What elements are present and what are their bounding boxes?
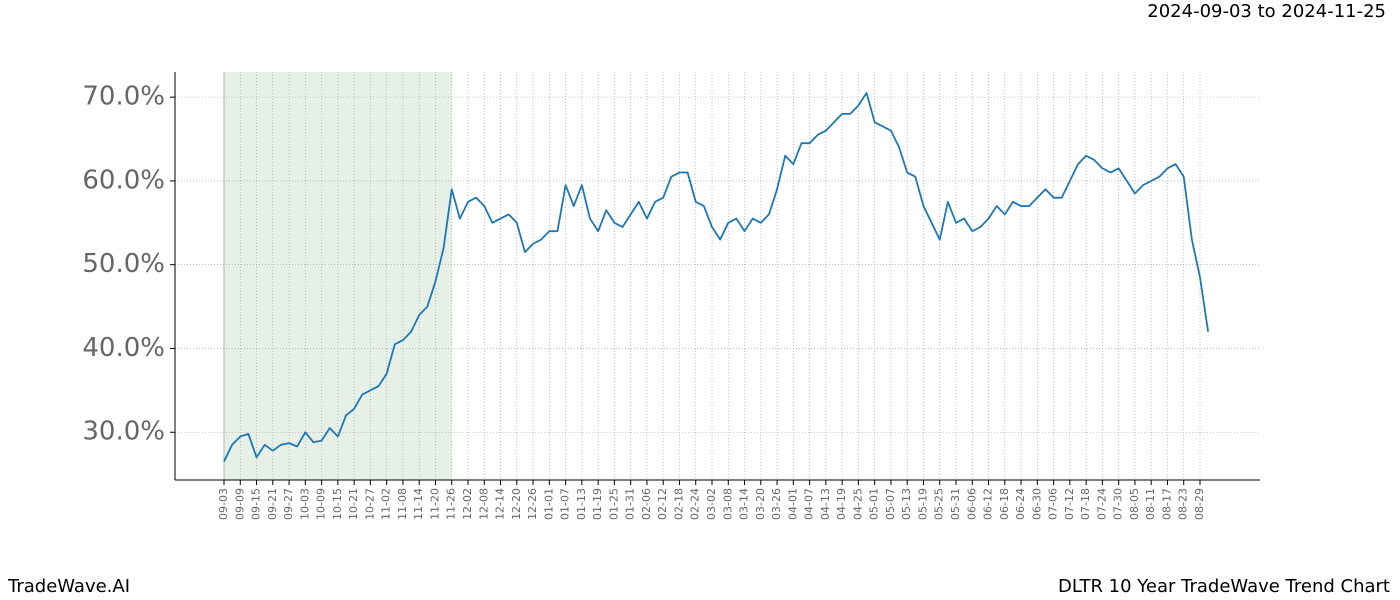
x-tick-label: 11-02: [380, 488, 393, 520]
x-tick-label: 01-01: [542, 488, 555, 520]
x-tick-label: 12-20: [510, 488, 523, 520]
y-tick-label: 30.0%: [82, 417, 165, 447]
x-tick-label: 10-03: [298, 488, 311, 520]
x-tick-label: 01-31: [624, 488, 637, 520]
x-tick-label: 04-19: [835, 488, 848, 520]
x-tick-label: 07-24: [1095, 488, 1108, 520]
brand: TradeWave.AI: [7, 576, 130, 597]
x-tick-label: 03-26: [770, 488, 783, 520]
x-tick-label: 03-08: [721, 488, 734, 520]
x-tick-label: 01-13: [575, 488, 588, 520]
x-tick-label: 12-14: [494, 488, 507, 520]
y-tick-label: 50.0%: [82, 249, 165, 279]
y-tick-label: 70.0%: [82, 82, 165, 112]
x-tick-label: 04-01: [786, 488, 799, 520]
x-tick-label: 06-12: [982, 488, 995, 520]
x-tick-label: 02-12: [656, 488, 669, 520]
x-tick-label: 04-25: [851, 488, 864, 520]
x-tick-label: 07-06: [1047, 488, 1060, 520]
x-tick-label: 05-19: [916, 488, 929, 520]
y-tick-label: 40.0%: [82, 333, 165, 363]
chart-title: DLTR 10 Year TradeWave Trend Chart: [1058, 576, 1390, 597]
x-tick-label: 08-29: [1193, 488, 1206, 520]
x-tick-label: 10-15: [331, 488, 344, 520]
x-tick-label: 07-18: [1079, 488, 1092, 520]
x-tick-label: 05-31: [949, 488, 962, 520]
x-tick-label: 02-06: [640, 488, 653, 520]
x-tick-label: 03-02: [705, 488, 718, 520]
x-tick-label: 07-12: [1063, 488, 1076, 520]
date-range: 2024-09-03 to 2024-11-25: [1147, 1, 1386, 22]
x-tick-label: 01-07: [559, 488, 572, 520]
trend-line: [223, 92, 1210, 462]
x-tick-label: 04-13: [819, 488, 832, 520]
x-tick-label: 12-08: [477, 488, 490, 520]
x-tick-label: 09-03: [217, 488, 230, 520]
x-tick-label: 03-20: [754, 488, 767, 520]
x-tick-label: 12-02: [461, 488, 474, 520]
x-tick-label: 09-15: [250, 488, 263, 520]
x-tick-label: 06-18: [998, 488, 1011, 520]
x-tick-label: 03-14: [738, 488, 751, 520]
x-tick-label: 11-08: [396, 488, 409, 520]
x-tick-label: 12-26: [526, 488, 539, 520]
x-tick-label: 06-24: [1014, 488, 1027, 520]
x-tick-label: 04-07: [803, 488, 816, 520]
x-tick-label: 01-25: [607, 488, 620, 520]
x-tick-label: 05-25: [933, 488, 946, 520]
x-tick-label: 09-27: [282, 488, 295, 520]
x-tick-label: 02-18: [672, 488, 685, 520]
x-tick-label: 10-09: [315, 488, 328, 520]
x-tick-label: 11-14: [412, 488, 425, 520]
x-tick-label: 09-09: [233, 488, 246, 520]
x-tick-label: 01-19: [591, 488, 604, 520]
x-tick-label: 08-23: [1177, 488, 1190, 520]
x-tick-label: 06-06: [965, 488, 978, 520]
x-tick-label: 11-20: [428, 488, 441, 520]
x-tick-label: 06-30: [1030, 488, 1043, 520]
x-tick-label: 05-13: [900, 488, 913, 520]
x-tick-label: 11-26: [445, 488, 458, 520]
x-tick-label: 02-24: [689, 488, 702, 520]
x-tick-label: 05-01: [868, 488, 881, 520]
x-tick-label: 10-21: [347, 488, 360, 520]
x-tick-label: 08-11: [1144, 488, 1157, 520]
x-tick-label: 07-30: [1112, 488, 1125, 520]
x-tick-label: 09-21: [266, 488, 279, 520]
x-tick-label: 05-07: [884, 488, 897, 520]
x-tick-label: 08-17: [1160, 488, 1173, 520]
x-tick-label: 10-27: [363, 488, 376, 520]
y-tick-label: 60.0%: [82, 165, 165, 195]
x-tick-label: 08-05: [1128, 488, 1141, 520]
